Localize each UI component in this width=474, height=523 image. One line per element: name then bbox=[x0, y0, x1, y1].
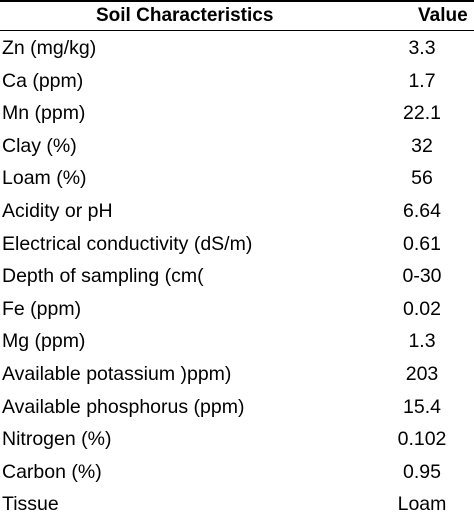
table-row: Acidity or pH 6.64 bbox=[0, 194, 474, 227]
table-row: Carbon (%) 0.95 bbox=[0, 455, 474, 488]
table-row: Available potassium )ppm) 203 bbox=[0, 357, 474, 390]
value-cell: 1.3 bbox=[408, 330, 436, 353]
value-cell: 6.64 bbox=[403, 199, 441, 222]
value-cell: 0.02 bbox=[403, 297, 441, 320]
value-cell: 0-30 bbox=[402, 265, 442, 288]
parameter-cell: Mn (ppm) bbox=[2, 102, 86, 125]
table-row: Nitrogen (%) 0.102 bbox=[0, 422, 474, 455]
value-cell: 203 bbox=[405, 362, 439, 385]
value-cell: 15.4 bbox=[403, 395, 441, 418]
value-cell: 0.61 bbox=[403, 232, 441, 255]
value-cell: 0.95 bbox=[403, 460, 441, 483]
parameter-cell: Loam (%) bbox=[2, 167, 87, 190]
table-header-rule bbox=[0, 30, 474, 31]
table-row: Electrical conductivity (dS/m) 0.61 bbox=[0, 227, 474, 260]
table-row: Available phosphorus (ppm) 15.4 bbox=[0, 390, 474, 423]
value-cell: 32 bbox=[411, 134, 433, 157]
value-cell: 0.102 bbox=[397, 428, 447, 451]
parameter-cell: Fe (ppm) bbox=[2, 297, 82, 320]
parameter-cell: Available potassium )ppm) bbox=[2, 362, 232, 385]
parameter-cell: Carbon (%) bbox=[2, 460, 102, 483]
table-row: Depth of sampling (cm( 0-30 bbox=[0, 259, 474, 292]
table-header-row: Soil Characteristics Value bbox=[0, 2, 474, 30]
parameter-cell: Acidity or pH bbox=[2, 199, 113, 222]
column-header-soil-characteristics: Soil Characteristics bbox=[96, 5, 274, 26]
value-cell: 56 bbox=[411, 167, 433, 190]
value-cell: 1.7 bbox=[408, 69, 436, 92]
parameter-cell: Nitrogen (%) bbox=[2, 428, 112, 451]
table-row: Loam (%) 56 bbox=[0, 161, 474, 194]
table-row: Ca (ppm) 1.7 bbox=[0, 64, 474, 97]
table-top-rule bbox=[0, 0, 474, 2]
parameter-cell: Ca (ppm) bbox=[2, 69, 84, 92]
value-cell: 22.1 bbox=[403, 102, 441, 125]
table-row: Fe (ppm) 0.02 bbox=[0, 292, 474, 325]
value-cell: Loam bbox=[397, 493, 447, 516]
table-row: Tissue Loam bbox=[0, 487, 474, 520]
column-header-value: Value bbox=[418, 5, 468, 26]
table-row: Mg (ppm) 1.3 bbox=[0, 324, 474, 357]
parameter-cell: Depth of sampling (cm( bbox=[2, 265, 204, 288]
parameter-cell: Electrical conductivity (dS/m) bbox=[2, 232, 253, 255]
parameter-cell: Clay (%) bbox=[2, 134, 77, 157]
table-row: Zn (mg/kg) 3.3 bbox=[0, 31, 474, 64]
parameter-cell: Available phosphorus (ppm) bbox=[2, 395, 245, 418]
table-row: Clay (%) 32 bbox=[0, 129, 474, 162]
table-body: Zn (mg/kg) 3.3 Ca (ppm) 1.7 Mn (ppm) 22.… bbox=[0, 31, 474, 520]
parameter-cell: Tissue bbox=[2, 493, 59, 516]
table-row: Mn (ppm) 22.1 bbox=[0, 96, 474, 129]
value-cell: 3.3 bbox=[408, 37, 436, 59]
parameter-cell: Zn (mg/kg) bbox=[2, 37, 97, 59]
parameter-cell: Mg (ppm) bbox=[2, 330, 86, 353]
